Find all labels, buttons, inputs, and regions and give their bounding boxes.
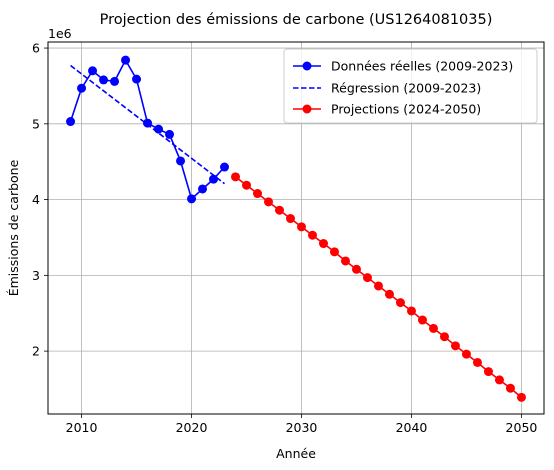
data-point [319, 239, 328, 248]
data-point [418, 316, 427, 325]
y-tick-label: 4 [32, 192, 40, 207]
data-point [451, 341, 460, 350]
data-point [99, 75, 108, 84]
x-tick-label: 2020 [176, 420, 208, 435]
x-tick-label: 2040 [396, 420, 428, 435]
data-point [77, 84, 86, 93]
chart-title: Projection des émissions de carbone (US1… [100, 12, 493, 28]
data-point [66, 117, 75, 126]
data-point [396, 298, 405, 307]
y-tick-label: 3 [32, 268, 40, 283]
data-point [286, 214, 295, 223]
data-point [495, 375, 504, 384]
data-point [132, 75, 141, 84]
data-point [330, 247, 339, 256]
data-point [220, 163, 229, 172]
data-point [429, 324, 438, 333]
data-point [275, 206, 284, 215]
data-point [231, 172, 240, 181]
data-point [253, 189, 262, 198]
legend-label-actual: Données réelles (2009-2023) [331, 59, 513, 74]
legend-marker-projection [303, 105, 312, 114]
data-point [363, 273, 372, 282]
y-multiplier-label: 1e6 [48, 26, 72, 41]
data-point [242, 181, 251, 190]
x-tick-label: 2030 [286, 420, 318, 435]
x-axis: 2010 2020 2030 2040 2050 [66, 414, 538, 435]
data-point [165, 130, 174, 139]
data-point [110, 77, 119, 86]
data-point [341, 256, 350, 265]
series-line-donn-es-r-elles-2009-2023 [71, 60, 225, 199]
data-point [385, 290, 394, 299]
data-point [198, 184, 207, 193]
x-axis-label: Année [276, 446, 316, 461]
data-point [264, 197, 273, 206]
data-point [352, 265, 361, 274]
data-point [88, 66, 97, 75]
data-point [484, 367, 493, 376]
data-point [374, 281, 383, 290]
data-point [297, 222, 306, 231]
y-tick-label: 6 [32, 41, 40, 56]
y-axis-label: Émissions de carbone [6, 159, 21, 296]
data-point [440, 332, 449, 341]
legend-label-projection: Projections (2024-2050) [331, 102, 481, 117]
legend: Données réelles (2009-2023) Régression (… [284, 49, 537, 123]
data-point [121, 56, 130, 65]
data-point [473, 358, 482, 367]
data-point [462, 350, 471, 359]
data-point [308, 231, 317, 240]
legend-label-regression: Régression (2009-2023) [331, 81, 481, 96]
data-point [187, 194, 196, 203]
x-tick-label: 2010 [66, 420, 98, 435]
data-point [506, 384, 515, 393]
y-tick-label: 5 [32, 116, 40, 131]
data-point [407, 306, 416, 315]
x-tick-label: 2050 [506, 420, 538, 435]
series-line-r-gression-2009-2023 [71, 65, 225, 183]
data-point [154, 125, 163, 134]
legend-marker-actual [303, 62, 312, 71]
data-point [176, 156, 185, 165]
data-point [517, 393, 526, 402]
y-tick-label: 2 [32, 344, 40, 359]
y-axis: 2 3 4 5 6 [32, 41, 48, 359]
